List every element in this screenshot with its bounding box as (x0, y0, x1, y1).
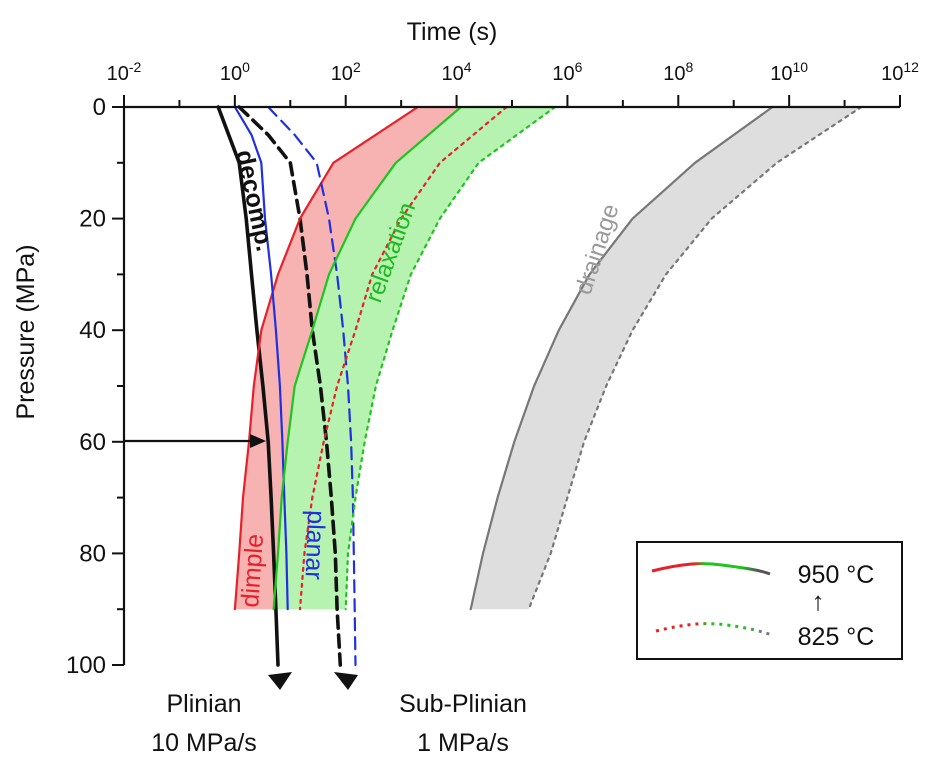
subplinian-rate: 1 MPa/s (417, 729, 509, 757)
legend-label-950: 950 °C (798, 561, 875, 589)
plinian-annotation: Plinian 10 MPa/s (151, 672, 292, 757)
decomp-label: decomp. (230, 147, 279, 253)
series-relaxation-dotted-red (298, 105, 508, 611)
axes: 10-2 100 102 104 106 108 1010 1012 0 20 40 60 80 100 (66, 59, 919, 679)
y-tick-label: 0 (93, 94, 106, 121)
x-tick-label: 1010 (770, 59, 808, 85)
fill-bands (234, 107, 862, 610)
planar-label: planar (300, 510, 330, 580)
y-axis-label: Pressure (MPa) (12, 244, 40, 419)
y-tick-label: 20 (79, 206, 106, 233)
subplinian-annotation: Sub-Plinian 1 MPa/s (334, 672, 527, 757)
series-subplinian-dashed-black (237, 105, 343, 667)
pressure-arrow (124, 434, 266, 448)
y-tick-label: 100 (66, 652, 106, 679)
y-tick-label: 60 (79, 429, 106, 456)
legend-line-950 (651, 562, 771, 576)
legend: 950 °C ↑ 825 °C (636, 541, 903, 660)
x-axis-label: Time (s) (407, 18, 498, 46)
y-tick-label: 80 (79, 540, 106, 567)
x-tick-label: 106 (552, 59, 582, 85)
x-tick-label: 10-2 (107, 59, 142, 85)
series-relaxation-solid-green (272, 105, 463, 611)
plinian-rate: 10 MPa/s (151, 729, 257, 757)
band-dimple-relaxation (234, 107, 461, 610)
series-dimple-solid-red (233, 105, 419, 611)
x-tick-label: 1012 (881, 59, 919, 85)
legend-label-825: 825 °C (798, 623, 875, 651)
series-drainage-dotted-gray (527, 105, 863, 611)
plinian-label: Plinian (166, 690, 241, 718)
x-tick-label: 100 (220, 59, 250, 85)
band-relaxation-950-825 (273, 107, 556, 610)
dimple-label: dimple (236, 533, 269, 608)
legend-line-825 (655, 622, 773, 637)
subplinian-label: Sub-Plinian (399, 690, 527, 718)
x-tick-label: 108 (663, 59, 693, 85)
series-relaxation-dotted-green (344, 105, 557, 611)
band-drainage (470, 107, 862, 610)
x-tick-label: 102 (331, 59, 361, 85)
series-lines (216, 105, 863, 667)
y-tick-label: 40 (79, 317, 106, 344)
legend-arrow: ↑ (812, 586, 825, 616)
x-tick-label: 104 (442, 59, 472, 85)
series-planar-solid-blue (233, 105, 289, 611)
series-decomp-solid-black (216, 105, 280, 667)
series-drainage-solid-gray (469, 105, 774, 611)
